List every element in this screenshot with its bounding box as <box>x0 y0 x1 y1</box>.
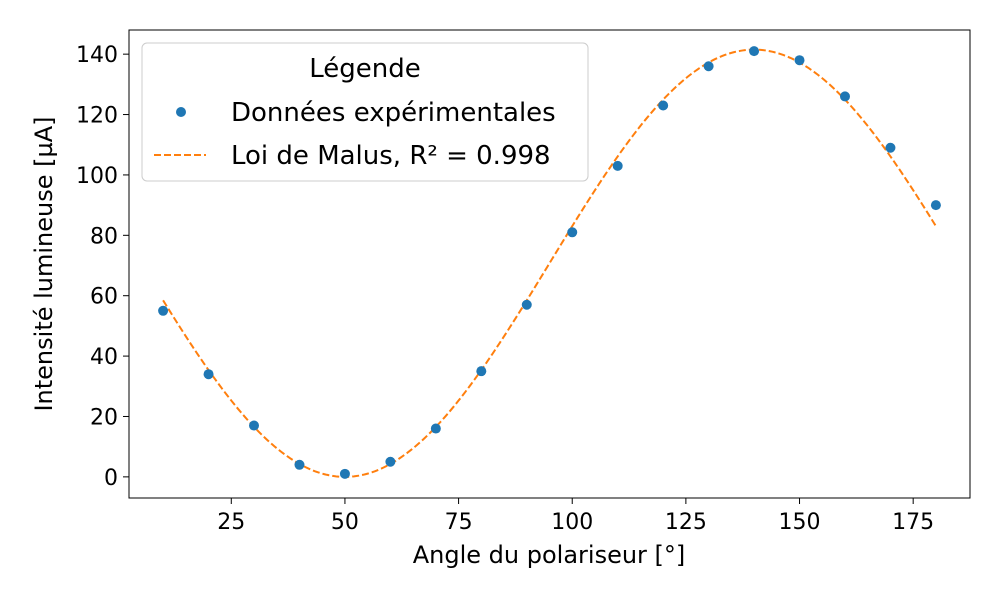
y-tick-label: 80 <box>90 224 118 249</box>
legend: Légende Données expérimentales Loi de Ma… <box>141 42 589 182</box>
data-point <box>521 299 532 310</box>
x-axis-title: Angle du polariseur [°] <box>413 541 686 569</box>
data-point <box>658 100 669 111</box>
legend-label-fit-curve: Loi de Malus, R² = 0.998 <box>231 141 551 171</box>
x-tick-label: 100 <box>551 510 593 535</box>
x-tick-label: 150 <box>779 510 821 535</box>
x-tick-label: 50 <box>331 510 359 535</box>
legend-label-data-points: Données expérimentales <box>231 98 556 128</box>
data-point <box>930 200 941 211</box>
y-axis-ticks: 0 20 40 60 80 100 120 140 <box>76 43 129 491</box>
y-tick-label: 60 <box>90 285 118 310</box>
data-point <box>749 46 760 57</box>
data-point <box>567 227 578 238</box>
data-point <box>339 468 350 479</box>
y-tick-label: 140 <box>76 43 118 68</box>
data-points-layer <box>158 46 941 479</box>
data-point <box>794 55 805 66</box>
y-tick-label: 120 <box>76 104 118 129</box>
legend-title: Légende <box>309 54 421 84</box>
data-point <box>158 305 169 316</box>
data-point <box>203 369 214 380</box>
x-tick-label: 75 <box>445 510 473 535</box>
data-point <box>839 91 850 102</box>
data-point <box>476 366 487 377</box>
data-point <box>430 423 441 434</box>
data-point <box>249 420 260 431</box>
x-tick-label: 25 <box>217 510 245 535</box>
fit-curve-line <box>162 48 937 478</box>
y-tick-label: 40 <box>90 345 118 370</box>
data-point <box>294 459 305 470</box>
y-tick-label: 0 <box>104 466 118 491</box>
y-tick-label: 100 <box>76 164 118 189</box>
x-tick-label: 175 <box>892 510 934 535</box>
data-point <box>385 456 396 467</box>
x-tick-label: 125 <box>665 510 707 535</box>
fit-curve-layer <box>162 48 937 478</box>
legend-marker-data-points <box>176 107 186 117</box>
plot-frame <box>128 29 971 499</box>
legend-frame <box>141 42 589 182</box>
data-point <box>703 61 714 72</box>
data-point <box>612 160 623 171</box>
y-tick-label: 20 <box>90 405 118 430</box>
y-axis-title: Intensité lumineuse [µA] <box>30 116 58 411</box>
x-axis-ticks: 25 50 75 100 125 150 175 <box>217 498 934 535</box>
data-point <box>885 142 896 153</box>
